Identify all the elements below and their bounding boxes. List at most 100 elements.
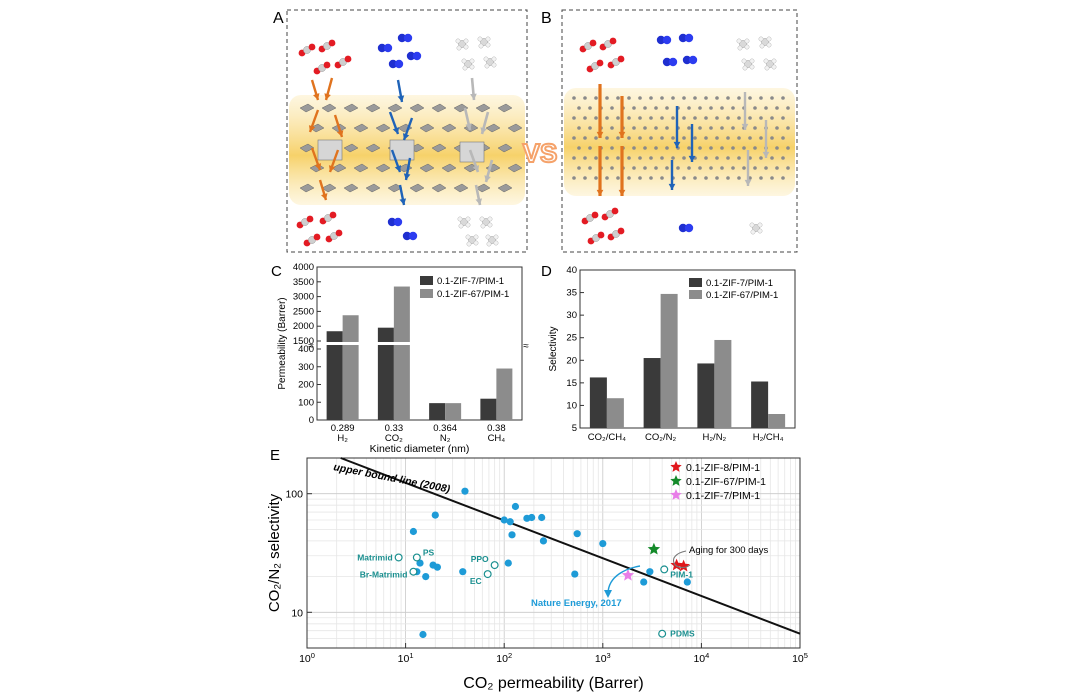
zif-particle xyxy=(419,163,435,173)
zif-particle xyxy=(497,143,513,153)
data-point xyxy=(504,559,512,567)
pore-dot xyxy=(737,116,741,120)
bar-hch-series2 xyxy=(768,414,786,428)
hydrogen-atom xyxy=(742,65,748,71)
zif-particle xyxy=(387,183,403,193)
hydrogen-atom xyxy=(458,223,464,229)
reference-point-label: PIM-1 xyxy=(670,569,693,579)
zif-particle xyxy=(507,163,523,173)
legend-label-series2: 0.1-ZIF-67/PIM-1 xyxy=(706,290,778,301)
legend-label-series2: 0.1-ZIF-67/PIM-1 xyxy=(437,289,509,300)
hydrogen-atom xyxy=(486,241,492,247)
plot-frame xyxy=(316,266,523,421)
pore-dot xyxy=(632,166,636,170)
pore-dot xyxy=(698,126,702,130)
oxygen-atom xyxy=(308,43,316,51)
hydrogen-atom xyxy=(469,64,475,70)
hydrogen-atom xyxy=(766,36,772,42)
nitrogen-atom xyxy=(662,57,672,67)
y-tick-label: 100 xyxy=(285,489,303,501)
pore-dot xyxy=(781,176,785,180)
nitrogen-atom xyxy=(682,55,692,65)
pore-dot xyxy=(731,146,735,150)
pore-dot xyxy=(649,136,653,140)
ch4-arrow-head xyxy=(484,175,491,182)
data-point xyxy=(459,568,467,576)
pore-dot xyxy=(748,96,752,100)
legend-swatch-series2 xyxy=(689,290,702,299)
x-axis-label: Kinetic diameter (nm) xyxy=(370,443,470,455)
pore-dot xyxy=(775,166,779,170)
co2-arrow-head xyxy=(321,193,328,200)
reference-point xyxy=(412,553,421,562)
pore-dot xyxy=(671,156,675,160)
data-point xyxy=(538,513,546,522)
pore-dot xyxy=(698,166,702,170)
bar-hn-series1 xyxy=(697,363,715,428)
legend-swatch-series2 xyxy=(420,289,433,298)
pore-dot xyxy=(704,136,708,140)
hydrogen-atom xyxy=(749,64,755,70)
hydrogen-atom xyxy=(478,43,484,49)
x-tick-label: 0.289 xyxy=(331,423,355,434)
nitrogen-atom xyxy=(684,33,694,43)
hydrogen-atom xyxy=(484,63,490,69)
data-point xyxy=(508,531,516,539)
pore-dot xyxy=(731,166,735,170)
pore-dot xyxy=(665,126,669,130)
bar-ch-series1 xyxy=(480,398,497,420)
nature-annotation: Nature Energy, 2017 xyxy=(531,598,622,609)
reference-point xyxy=(658,629,667,638)
pore-dot xyxy=(786,126,790,130)
data-point xyxy=(683,578,691,586)
pore-dot xyxy=(737,176,741,180)
pore-dot xyxy=(577,106,581,110)
aging-annotation: Aging for 300 days xyxy=(689,545,768,556)
pore-dot xyxy=(588,106,592,110)
bar-co-series1 xyxy=(377,327,394,420)
carbon-atom xyxy=(744,60,752,68)
pore-dot xyxy=(627,96,631,100)
pore-dot xyxy=(588,166,592,170)
bar-coch-series1 xyxy=(589,377,607,428)
zif-particle xyxy=(353,123,369,133)
nitrogen-atom xyxy=(406,51,416,61)
y-axis-label: Permeability (Barrer) xyxy=(277,297,288,389)
co2-arrow-head xyxy=(313,93,320,100)
zif-particle xyxy=(321,183,337,193)
chart-d-selectivity: 5 10 15 20 25 30 35 40 CO₂/CH₄ CO₂/N₂ H₂/N₂ H₂/CH₄ S… xyxy=(548,265,796,443)
star-marker xyxy=(677,559,690,572)
zif-particle xyxy=(441,123,457,133)
data-point xyxy=(539,537,548,545)
nitrogen-atom xyxy=(684,223,694,233)
y-tick-label: 10 xyxy=(291,607,303,619)
data-point xyxy=(573,530,581,538)
x-tick-label: 105 xyxy=(792,651,808,665)
pore-dot xyxy=(577,166,581,170)
x-category-label: CH₄ xyxy=(488,433,506,444)
pore-dot xyxy=(643,106,647,110)
pore-dot xyxy=(770,136,774,140)
n2-arrow-head xyxy=(673,141,681,148)
pore-dot xyxy=(616,136,620,140)
hydrogen-atom xyxy=(463,44,469,50)
hydrogen-atom xyxy=(477,36,483,42)
x-category-label: H₂ xyxy=(337,433,348,444)
bar-hn-series2 xyxy=(714,339,732,428)
pore-dot xyxy=(610,146,614,150)
co2-arrow-head xyxy=(596,131,604,138)
co2-arrow-head xyxy=(308,125,316,132)
oxygen-atom xyxy=(617,227,625,235)
hydrogen-atom xyxy=(493,234,499,240)
pore-dot xyxy=(770,96,774,100)
hydrogen-atom xyxy=(749,58,755,64)
panel-b-pore-array xyxy=(572,96,790,180)
zif-particle xyxy=(375,123,391,133)
y-tick-label: 20 xyxy=(566,355,577,366)
axis-break-mark-left: ≈ xyxy=(308,341,314,352)
n2-arrow-head xyxy=(668,183,676,190)
carbon-atom xyxy=(486,58,494,66)
pore-dot xyxy=(682,136,686,140)
carbon-atom xyxy=(488,236,496,244)
